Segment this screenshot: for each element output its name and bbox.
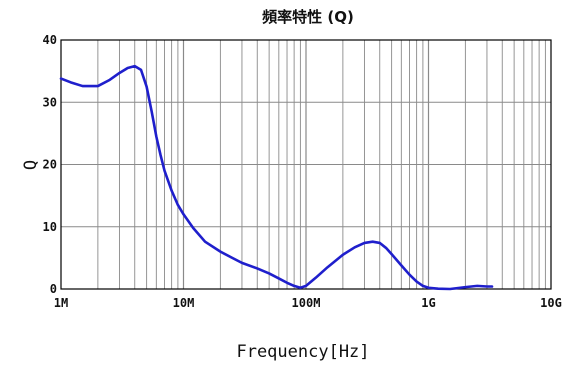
- q-curve-line: [59, 64, 494, 291]
- grid-lines: [61, 40, 551, 289]
- y-axis-label: Q: [21, 160, 41, 170]
- y-tick-label: 10: [43, 220, 57, 234]
- x-tick-label: 1M: [54, 296, 68, 310]
- x-tick-label: 10M: [173, 296, 195, 310]
- x-tick-labels: 1M 10M 100M 1G 10G: [54, 296, 562, 310]
- x-tick-label: 1G: [421, 296, 435, 310]
- chart-title: 頻率特性 (Q): [262, 8, 354, 26]
- y-tick-label: 40: [43, 33, 57, 47]
- y-tick-label: 30: [43, 95, 57, 109]
- y-tick-labels: 0 10 20 30 40: [43, 33, 57, 296]
- y-tick-label: 20: [43, 158, 57, 172]
- y-tick-label: 0: [50, 282, 57, 296]
- plot-area-frame: [60, 39, 552, 290]
- x-tick-label: 100M: [292, 296, 321, 310]
- x-axis-label: Frequency[Hz]: [236, 342, 369, 362]
- x-tick-label: 10G: [540, 296, 562, 310]
